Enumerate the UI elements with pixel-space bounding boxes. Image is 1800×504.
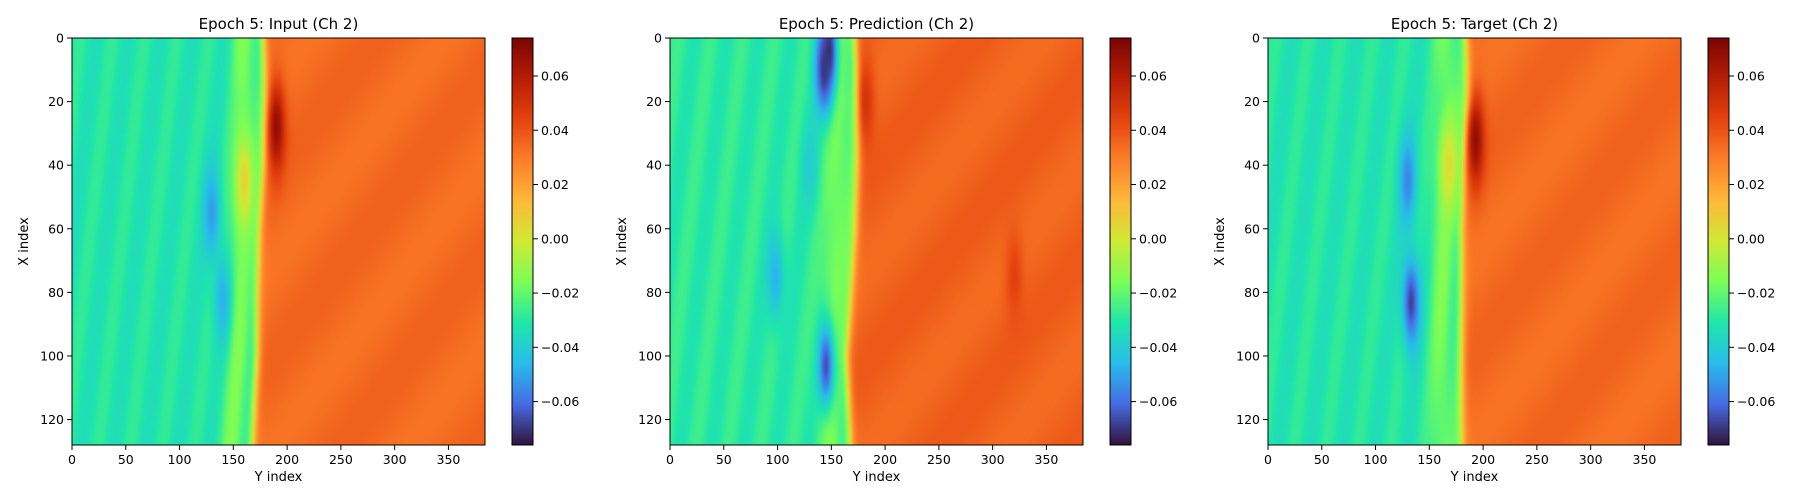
colorbar-tick-label: 0.04 xyxy=(541,123,569,138)
colorbar-tick-label: 0.04 xyxy=(1737,123,1765,138)
x-tick-label: 50 xyxy=(716,452,732,467)
colorbar-tick-label: −0.04 xyxy=(1737,340,1775,355)
x-tick-label: 200 xyxy=(873,452,897,467)
colorbar-tick-label: −0.06 xyxy=(541,394,579,409)
x-tick-label: 250 xyxy=(927,452,951,467)
y-tick-label: 80 xyxy=(646,285,662,300)
chart-panel-3: Epoch 5: Target (Ch 2)0 50 100 150 200 250 300… xyxy=(1213,15,1775,485)
x-tick-label: 0 xyxy=(68,452,76,467)
y-tick-label: 0 xyxy=(1252,31,1260,46)
heatmap-image xyxy=(670,38,1083,445)
colorbar-tick-label: 0.00 xyxy=(1139,231,1167,246)
y-tick-label: 100 xyxy=(638,348,662,363)
x-tick-label: 300 xyxy=(981,452,1005,467)
colorbar-tick-label: −0.02 xyxy=(1737,286,1775,301)
y-tick-label: 20 xyxy=(1244,94,1260,109)
y-tick-label: 120 xyxy=(40,412,64,427)
colorbar xyxy=(1708,38,1729,445)
x-tick-label: 0 xyxy=(1264,452,1272,467)
colorbar-tick-label: 0.00 xyxy=(1737,231,1765,246)
colorbar-frame xyxy=(1109,37,1132,446)
y-tick-label: 100 xyxy=(1236,348,1260,363)
y-tick-label: 0 xyxy=(654,31,662,46)
colorbar-tick-label: 0.02 xyxy=(541,177,569,192)
heatmap-image xyxy=(1268,38,1681,445)
y-tick-label: 40 xyxy=(646,158,662,173)
y-tick-label: 40 xyxy=(48,158,64,173)
x-axis-label: Y index xyxy=(1450,470,1499,485)
x-tick-label: 350 xyxy=(437,452,461,467)
y-tick-label: 120 xyxy=(638,412,662,427)
x-tick-label: 100 xyxy=(168,452,192,467)
colorbar-tick-label: 0.02 xyxy=(1139,177,1167,192)
x-axis-label: Y index xyxy=(852,470,901,485)
colorbar-tick-label: 0.06 xyxy=(1139,68,1167,83)
y-tick-label: 80 xyxy=(1244,285,1260,300)
y-tick-label: 60 xyxy=(646,221,662,236)
colorbar-tick-label: −0.06 xyxy=(1139,394,1177,409)
y-tick-label: 60 xyxy=(1244,221,1260,236)
colorbar-tick-label: −0.04 xyxy=(1139,340,1177,355)
colorbar-tick-label: 0.06 xyxy=(1737,68,1765,83)
colorbar-frame xyxy=(511,37,534,446)
y-tick-label: 100 xyxy=(40,348,64,363)
colorbar-tick-label: −0.04 xyxy=(541,340,579,355)
colorbar xyxy=(512,38,533,445)
x-tick-label: 100 xyxy=(766,452,790,467)
chart-title: Epoch 5: Prediction (Ch 2) xyxy=(779,15,974,33)
chart-title: Epoch 5: Input (Ch 2) xyxy=(199,15,359,33)
chart-panel-2: Epoch 5: Prediction (Ch 2)0 50 100 150 200 25… xyxy=(615,15,1177,485)
colorbar-frame xyxy=(1707,37,1730,446)
colorbar-tick-label: −0.02 xyxy=(541,286,579,301)
colorbar xyxy=(1110,38,1131,445)
colorbar-tick-label: 0.02 xyxy=(1737,177,1765,192)
colorbar-tick-label: −0.02 xyxy=(1139,286,1177,301)
x-tick-label: 200 xyxy=(275,452,299,467)
x-axis-label: Y index xyxy=(254,470,303,485)
colorbar-tick-label: 0.00 xyxy=(541,231,569,246)
x-tick-label: 150 xyxy=(1417,452,1441,467)
x-tick-label: 0 xyxy=(666,452,674,467)
x-tick-label: 200 xyxy=(1471,452,1495,467)
y-axis-label: X index xyxy=(17,217,32,266)
colorbar-tick-label: 0.04 xyxy=(1139,123,1167,138)
y-tick-label: 20 xyxy=(646,94,662,109)
colorbar-tick-label: −0.06 xyxy=(1737,394,1775,409)
x-tick-label: 300 xyxy=(1579,452,1603,467)
y-tick-label: 60 xyxy=(48,221,64,236)
x-tick-label: 250 xyxy=(1525,452,1549,467)
x-tick-label: 350 xyxy=(1633,452,1657,467)
x-tick-label: 150 xyxy=(221,452,245,467)
y-axis-label: X index xyxy=(1213,217,1228,266)
x-tick-label: 100 xyxy=(1364,452,1388,467)
y-tick-label: 20 xyxy=(48,94,64,109)
y-tick-label: 0 xyxy=(56,31,64,46)
y-axis-label: X index xyxy=(615,217,630,266)
chart-panel-1: Epoch 5: Input (Ch 2)0 50 100 150 200 250 300 3… xyxy=(17,15,579,485)
x-tick-label: 50 xyxy=(118,452,134,467)
plot-frame xyxy=(71,37,486,446)
plot-frame xyxy=(669,37,1084,446)
plot-frame xyxy=(1267,37,1682,446)
x-tick-label: 250 xyxy=(329,452,353,467)
heatmap-image xyxy=(72,38,485,445)
y-tick-label: 120 xyxy=(1236,412,1260,427)
colorbar-tick-label: 0.06 xyxy=(541,68,569,83)
x-tick-label: 350 xyxy=(1035,452,1059,467)
chart-title: Epoch 5: Target (Ch 2) xyxy=(1391,15,1558,33)
x-tick-label: 50 xyxy=(1314,452,1330,467)
y-tick-label: 40 xyxy=(1244,158,1260,173)
x-tick-label: 300 xyxy=(383,452,407,467)
x-tick-label: 150 xyxy=(819,452,843,467)
y-tick-label: 80 xyxy=(48,285,64,300)
